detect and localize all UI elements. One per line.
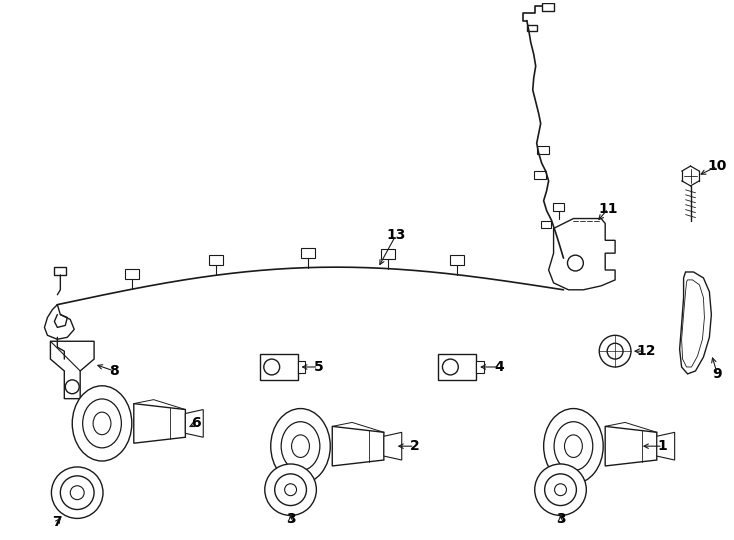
Circle shape bbox=[535, 464, 586, 516]
Text: 4: 4 bbox=[494, 360, 504, 374]
Bar bbox=[542, 3, 553, 11]
Ellipse shape bbox=[281, 422, 320, 471]
Polygon shape bbox=[186, 409, 203, 437]
Polygon shape bbox=[333, 427, 384, 466]
Circle shape bbox=[555, 484, 567, 496]
Text: 10: 10 bbox=[708, 159, 727, 173]
Ellipse shape bbox=[93, 412, 111, 435]
Polygon shape bbox=[606, 427, 657, 466]
Circle shape bbox=[275, 474, 307, 505]
Ellipse shape bbox=[554, 422, 593, 471]
Circle shape bbox=[65, 380, 79, 394]
Bar bbox=[260, 354, 297, 380]
Bar bbox=[476, 361, 484, 373]
Circle shape bbox=[545, 474, 576, 505]
Text: 3: 3 bbox=[286, 512, 295, 526]
Text: 2: 2 bbox=[410, 439, 420, 453]
Polygon shape bbox=[548, 219, 615, 290]
Bar bbox=[537, 146, 548, 154]
Circle shape bbox=[51, 467, 103, 518]
Bar bbox=[297, 361, 305, 373]
Ellipse shape bbox=[83, 399, 121, 448]
Text: 12: 12 bbox=[636, 344, 655, 358]
Bar bbox=[534, 171, 545, 179]
Circle shape bbox=[285, 484, 297, 496]
Circle shape bbox=[70, 486, 84, 500]
Bar bbox=[527, 24, 537, 31]
Text: 8: 8 bbox=[109, 364, 119, 378]
Polygon shape bbox=[680, 272, 711, 374]
Text: 3: 3 bbox=[556, 512, 565, 526]
Bar bbox=[553, 202, 564, 211]
Bar bbox=[541, 220, 550, 228]
Bar bbox=[302, 248, 316, 258]
Bar bbox=[59, 357, 69, 365]
Bar bbox=[438, 354, 476, 380]
Ellipse shape bbox=[564, 435, 582, 457]
Ellipse shape bbox=[544, 409, 603, 484]
Bar bbox=[381, 249, 395, 259]
Ellipse shape bbox=[291, 435, 310, 457]
Text: 7: 7 bbox=[53, 515, 62, 529]
Circle shape bbox=[265, 464, 316, 516]
Polygon shape bbox=[384, 433, 401, 460]
Circle shape bbox=[264, 359, 280, 375]
Text: 11: 11 bbox=[598, 201, 618, 215]
Circle shape bbox=[567, 255, 584, 271]
Bar bbox=[209, 255, 223, 265]
Circle shape bbox=[607, 343, 623, 359]
Text: 5: 5 bbox=[313, 360, 323, 374]
Polygon shape bbox=[134, 403, 186, 443]
Polygon shape bbox=[51, 341, 94, 399]
Ellipse shape bbox=[271, 409, 330, 484]
Bar bbox=[54, 267, 66, 275]
Ellipse shape bbox=[72, 386, 132, 461]
Circle shape bbox=[443, 359, 458, 375]
Text: 9: 9 bbox=[713, 367, 722, 381]
Circle shape bbox=[599, 335, 631, 367]
Text: 13: 13 bbox=[386, 228, 405, 242]
Bar bbox=[125, 269, 139, 279]
Polygon shape bbox=[682, 280, 705, 367]
Bar bbox=[451, 255, 465, 265]
Text: 6: 6 bbox=[192, 416, 201, 430]
Circle shape bbox=[60, 476, 94, 510]
Polygon shape bbox=[657, 433, 675, 460]
Text: 1: 1 bbox=[658, 439, 668, 453]
